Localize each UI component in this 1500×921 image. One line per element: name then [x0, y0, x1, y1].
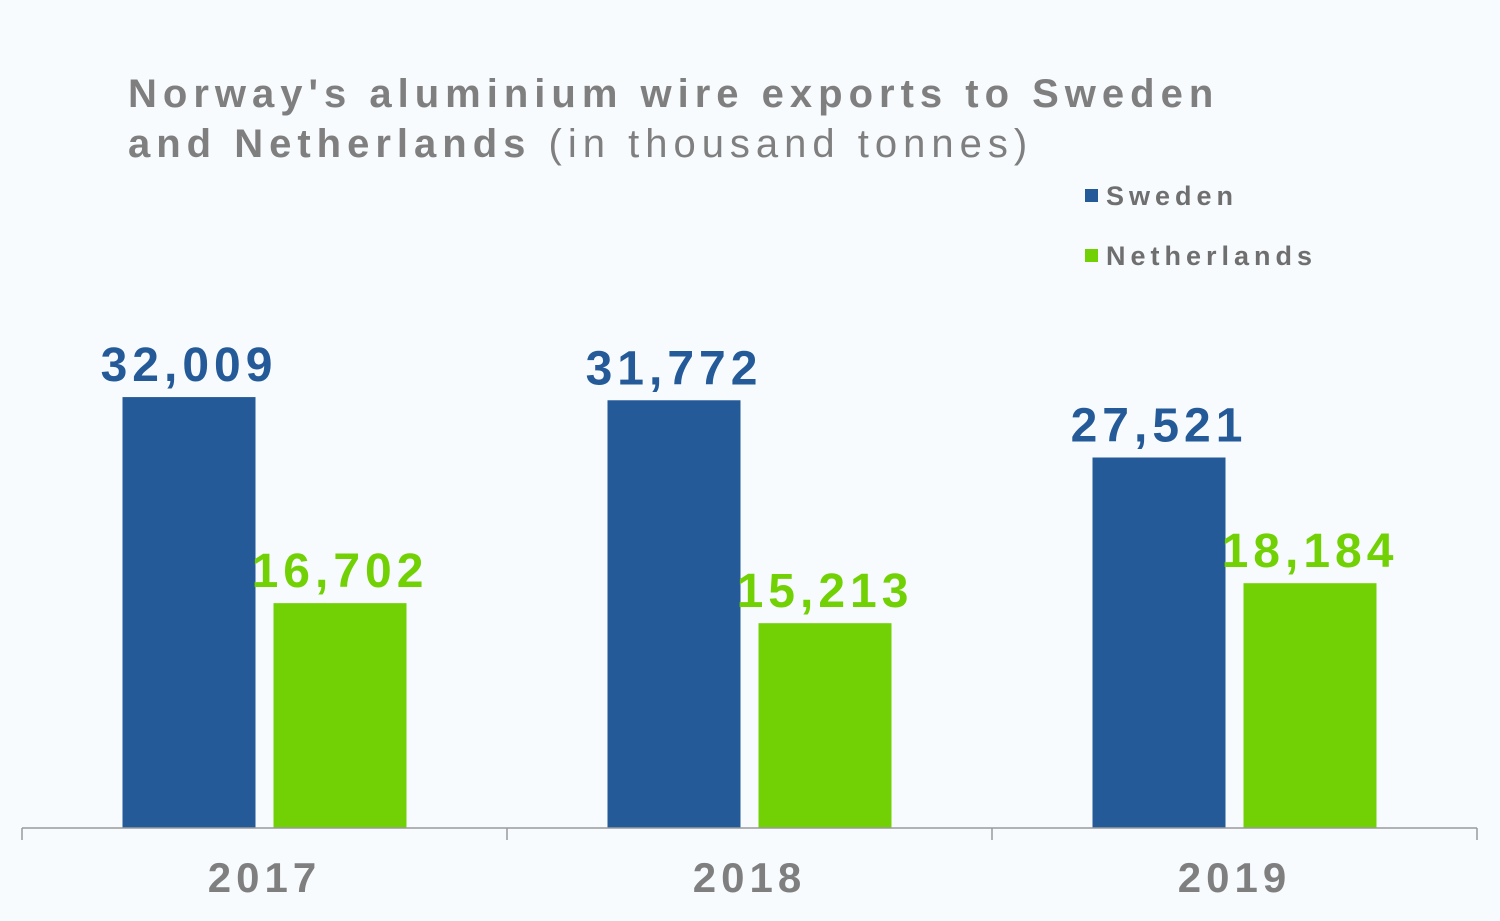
value-labels-layer: 32,009 16,702 31,772 15,213 27,521 18,184: [101, 339, 1399, 618]
value-label-netherlands-2017: 16,702: [252, 545, 429, 598]
value-label-netherlands-2018: 15,213: [737, 565, 914, 618]
bar-netherlands-2018: [758, 623, 892, 828]
bars-layer: [122, 397, 1377, 828]
chart-title-line-1: Norway's aluminium wire exports to Swede…: [128, 72, 1219, 116]
x-axis-ticks: [21, 828, 1478, 840]
bar-sweden-2019: [1092, 457, 1226, 828]
bar-sweden-2017: [122, 397, 256, 828]
value-label-sweden-2018: 31,772: [586, 342, 763, 395]
value-label-sweden-2019: 27,521: [1071, 399, 1248, 452]
legend-swatch-netherlands: [1085, 249, 1098, 262]
category-label-2017: 2017: [208, 854, 321, 901]
chart-title-part-2: and Netherlands: [128, 122, 549, 166]
chart-title-part-1: Norway's aluminium wire exports to Swede…: [128, 72, 1219, 116]
legend-swatch-sweden: [1085, 189, 1098, 202]
bar-netherlands-2017: [273, 603, 407, 828]
chart-title-unit: (in thousand tonnes): [549, 122, 1034, 166]
bar-sweden-2018: [607, 400, 741, 828]
legend: Sweden Netherlands: [1085, 181, 1317, 271]
category-label-2018: 2018: [693, 854, 806, 901]
bar-netherlands-2019: [1243, 583, 1377, 828]
category-label-2019: 2019: [1178, 854, 1291, 901]
chart-title-line-2: and Netherlands (in thousand tonnes): [128, 122, 1033, 166]
x-axis-category-labels: 2017 2018 2019: [208, 854, 1291, 901]
value-label-sweden-2017: 32,009: [101, 339, 278, 392]
value-label-netherlands-2019: 18,184: [1222, 525, 1399, 578]
legend-label-netherlands: Netherlands: [1106, 241, 1317, 271]
legend-label-sweden: Sweden: [1106, 181, 1238, 211]
